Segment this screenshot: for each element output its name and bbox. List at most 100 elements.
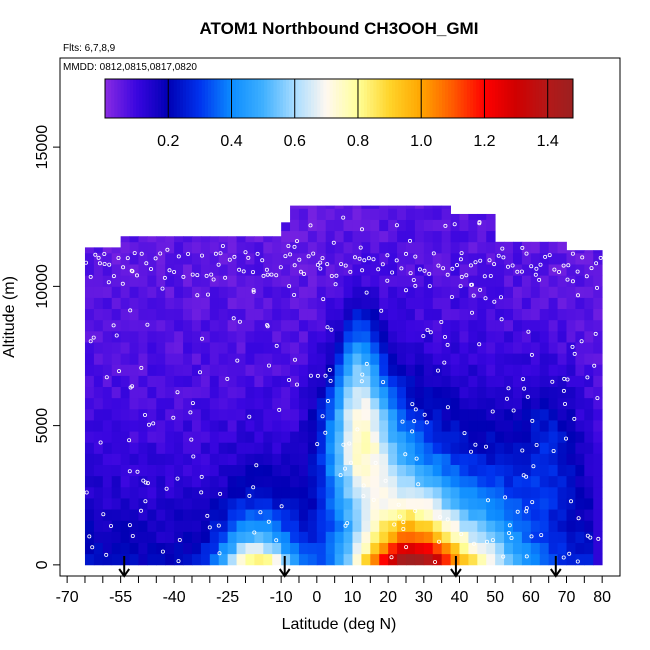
observation-point: [176, 254, 181, 259]
colorbar-segment: [204, 79, 209, 118]
heatmap-cell: [93, 386, 104, 399]
heatmap-cell: [254, 364, 264, 376]
heatmap-cell: [477, 442, 487, 454]
colorbar-segment: [310, 79, 315, 118]
heatmap-cell: [200, 509, 211, 521]
observation-point: [130, 384, 135, 389]
heatmap-cell: [290, 252, 300, 265]
heatmap-cell: [459, 275, 469, 287]
heatmap-cell: [539, 464, 550, 477]
heatmap-cell: [432, 308, 443, 321]
heatmap-cell: [174, 252, 184, 265]
observation-point: [424, 420, 429, 425]
heatmap-cell: [120, 252, 130, 265]
observation-point: [360, 372, 365, 377]
colorbar-segment: [257, 79, 262, 118]
heatmap-cell: [405, 205, 416, 209]
heatmap-cell: [102, 297, 113, 310]
colorbar-segment: [273, 79, 278, 118]
heatmap-cell: [557, 241, 567, 254]
heatmap-cell: [183, 408, 193, 421]
heatmap-cell: [557, 397, 567, 410]
heatmap-cell: [450, 531, 460, 543]
heatmap-cell: [379, 319, 389, 332]
heatmap-cell: [174, 241, 184, 254]
observation-point: [579, 339, 584, 344]
observation-point: [195, 293, 200, 298]
observation-point: [385, 278, 390, 283]
heatmap-cell: [388, 205, 398, 209]
observation-point: [442, 360, 447, 365]
heatmap-cell: [93, 308, 104, 321]
heatmap-cell: [227, 420, 237, 432]
heatmap-cell: [423, 486, 434, 499]
heatmap-cell: [459, 420, 469, 432]
observation-point: [413, 407, 418, 412]
heatmap-cell: [156, 375, 166, 388]
heatmap-cell: [111, 308, 122, 321]
heatmap-cell: [512, 252, 523, 265]
colorbar-segment: [544, 79, 549, 118]
heatmap-cell: [521, 330, 532, 343]
heatmap-cell: [84, 475, 95, 488]
colorbar-segment: [164, 79, 168, 118]
colorbar-segment: [292, 79, 296, 118]
heatmap-cell: [405, 241, 416, 254]
heatmap-cell: [254, 330, 264, 343]
heatmap-cell: [93, 464, 104, 477]
heatmap-cell: [290, 531, 300, 543]
heatmap-cell: [236, 553, 246, 566]
flights-subtitle: Flts: 6,7,8,9: [63, 43, 116, 54]
heatmap-cell: [307, 431, 318, 443]
heatmap-cell: [191, 375, 202, 388]
heatmap-cell: [397, 230, 407, 243]
heatmap-cell: [388, 464, 398, 477]
heatmap-cell: [593, 364, 603, 376]
heatmap-cell: [486, 241, 496, 254]
heatmap-cell: [566, 330, 576, 343]
observation-point: [506, 531, 511, 536]
colorbar-tick-label: 1.2: [473, 133, 495, 150]
heatmap-cell: [120, 397, 130, 410]
heatmap-cell: [290, 353, 300, 365]
heatmap-cell: [388, 275, 398, 287]
heatmap-cell: [281, 286, 291, 298]
heatmap-cell: [504, 364, 514, 376]
heatmap-cell: [566, 420, 576, 432]
observation-point: [120, 281, 125, 286]
heatmap-cell: [316, 486, 327, 499]
heatmap-cell: [521, 364, 532, 376]
heatmap-cell: [423, 453, 434, 465]
observation-point: [496, 253, 501, 258]
heatmap-cell: [209, 375, 220, 388]
heatmap-cell: [423, 553, 434, 566]
heatmap-cell: [441, 342, 451, 354]
heatmap-cell: [290, 464, 300, 477]
heatmap-cell: [512, 342, 523, 354]
heatmap-cell: [227, 236, 237, 243]
heatmap-cell: [361, 297, 371, 310]
heatmap-cell: [521, 297, 532, 310]
heatmap-cell: [263, 431, 273, 443]
heatmap-cell: [307, 219, 318, 232]
observation-point: [320, 414, 325, 419]
heatmap-cell: [414, 364, 425, 376]
heatmap-cell: [209, 353, 220, 365]
heatmap-cell: [236, 431, 246, 443]
heatmap-cell: [370, 342, 380, 354]
heatmap-cell: [566, 397, 576, 410]
colorbar-segment: [563, 79, 568, 118]
heatmap-cell: [290, 386, 300, 399]
heatmap-cell: [165, 520, 175, 532]
heatmap-cell: [361, 509, 371, 521]
heatmap-cell: [432, 475, 443, 488]
heatmap-cell: [138, 420, 148, 432]
heatmap-cell: [307, 486, 318, 499]
heatmap-cell: [477, 453, 487, 465]
heatmap-cell: [343, 408, 353, 421]
heatmap-cell: [361, 442, 371, 454]
heatmap-cell: [593, 297, 603, 310]
heatmap-cell: [272, 330, 282, 343]
heatmap-cell: [352, 364, 362, 376]
observation-point: [84, 490, 89, 495]
